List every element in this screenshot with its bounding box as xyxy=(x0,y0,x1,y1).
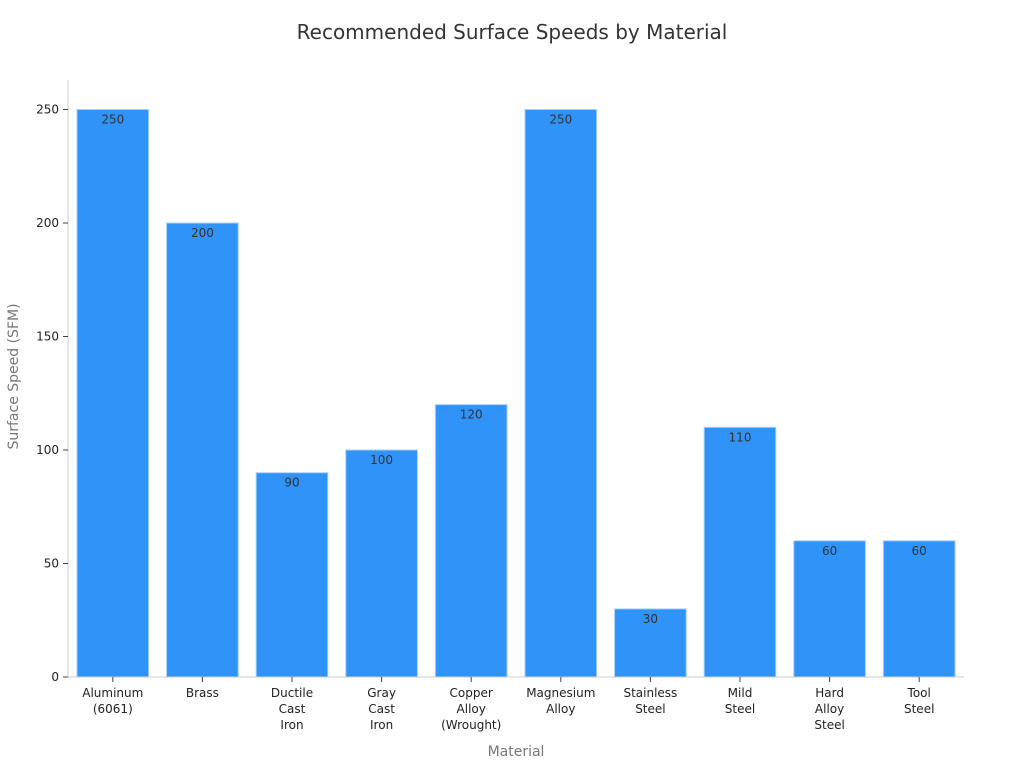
x-tick-label: Magnesium Alloy xyxy=(526,686,595,716)
bar-value-label: 60 xyxy=(912,544,927,558)
x-tick-label: Copper Alloy (Wrought) xyxy=(441,686,501,732)
chart-title: Recommended Surface Speeds by Material xyxy=(296,20,728,44)
x-tick-label: Tool Steel xyxy=(904,686,934,716)
y-tick-label: 150 xyxy=(36,330,59,344)
bar-value-label: 90 xyxy=(284,476,299,490)
bar xyxy=(524,109,598,678)
bar xyxy=(345,449,418,678)
bar-value-label: 100 xyxy=(370,453,393,467)
bar xyxy=(255,472,329,678)
x-tick-label: Stainless Steel xyxy=(623,686,677,716)
x-tick-label: Aluminum (6061) xyxy=(82,686,143,716)
bar-value-label: 110 xyxy=(729,430,752,444)
x-ticks: Aluminum (6061) Brass Ductile Cast Iron Gray Ca… xyxy=(82,677,934,732)
x-axis-label: Material xyxy=(488,744,545,760)
y-tick-label: 200 xyxy=(36,216,59,230)
y-tick-label: 50 xyxy=(44,557,59,571)
bar-value-label: 200 xyxy=(191,226,214,240)
bar-value-label: 120 xyxy=(460,408,483,422)
bar xyxy=(614,608,687,678)
x-tick-label: Brass xyxy=(186,686,219,700)
bar xyxy=(76,109,150,678)
y-tick-label: 250 xyxy=(36,103,59,117)
y-tick-label: 100 xyxy=(36,443,59,457)
bar xyxy=(166,222,239,678)
y-tick-label: 0 xyxy=(51,670,59,684)
bars-layer: 250 200 90 100 120 250 30 110 60 60 xyxy=(76,109,956,678)
x-tick-label: Mild Steel xyxy=(725,686,755,716)
bar xyxy=(703,426,777,678)
bar xyxy=(882,540,956,678)
x-tick-label: Gray Cast Iron xyxy=(367,686,396,732)
y-axis-label: Surface Speed (SFM) xyxy=(6,303,22,449)
bar-value-label: 30 xyxy=(643,612,658,626)
bar-value-label: 250 xyxy=(101,113,124,127)
bar-value-label: 250 xyxy=(549,113,572,127)
x-tick-label: Ductile Cast Iron xyxy=(271,686,313,732)
bar-value-label: 60 xyxy=(822,544,837,558)
bar xyxy=(434,404,508,678)
axes-layer xyxy=(67,80,964,678)
x-tick-label: Hard Alloy Steel xyxy=(814,686,844,732)
bar xyxy=(793,540,866,678)
y-ticks: 0 50 100 150 200 250 xyxy=(36,103,68,684)
